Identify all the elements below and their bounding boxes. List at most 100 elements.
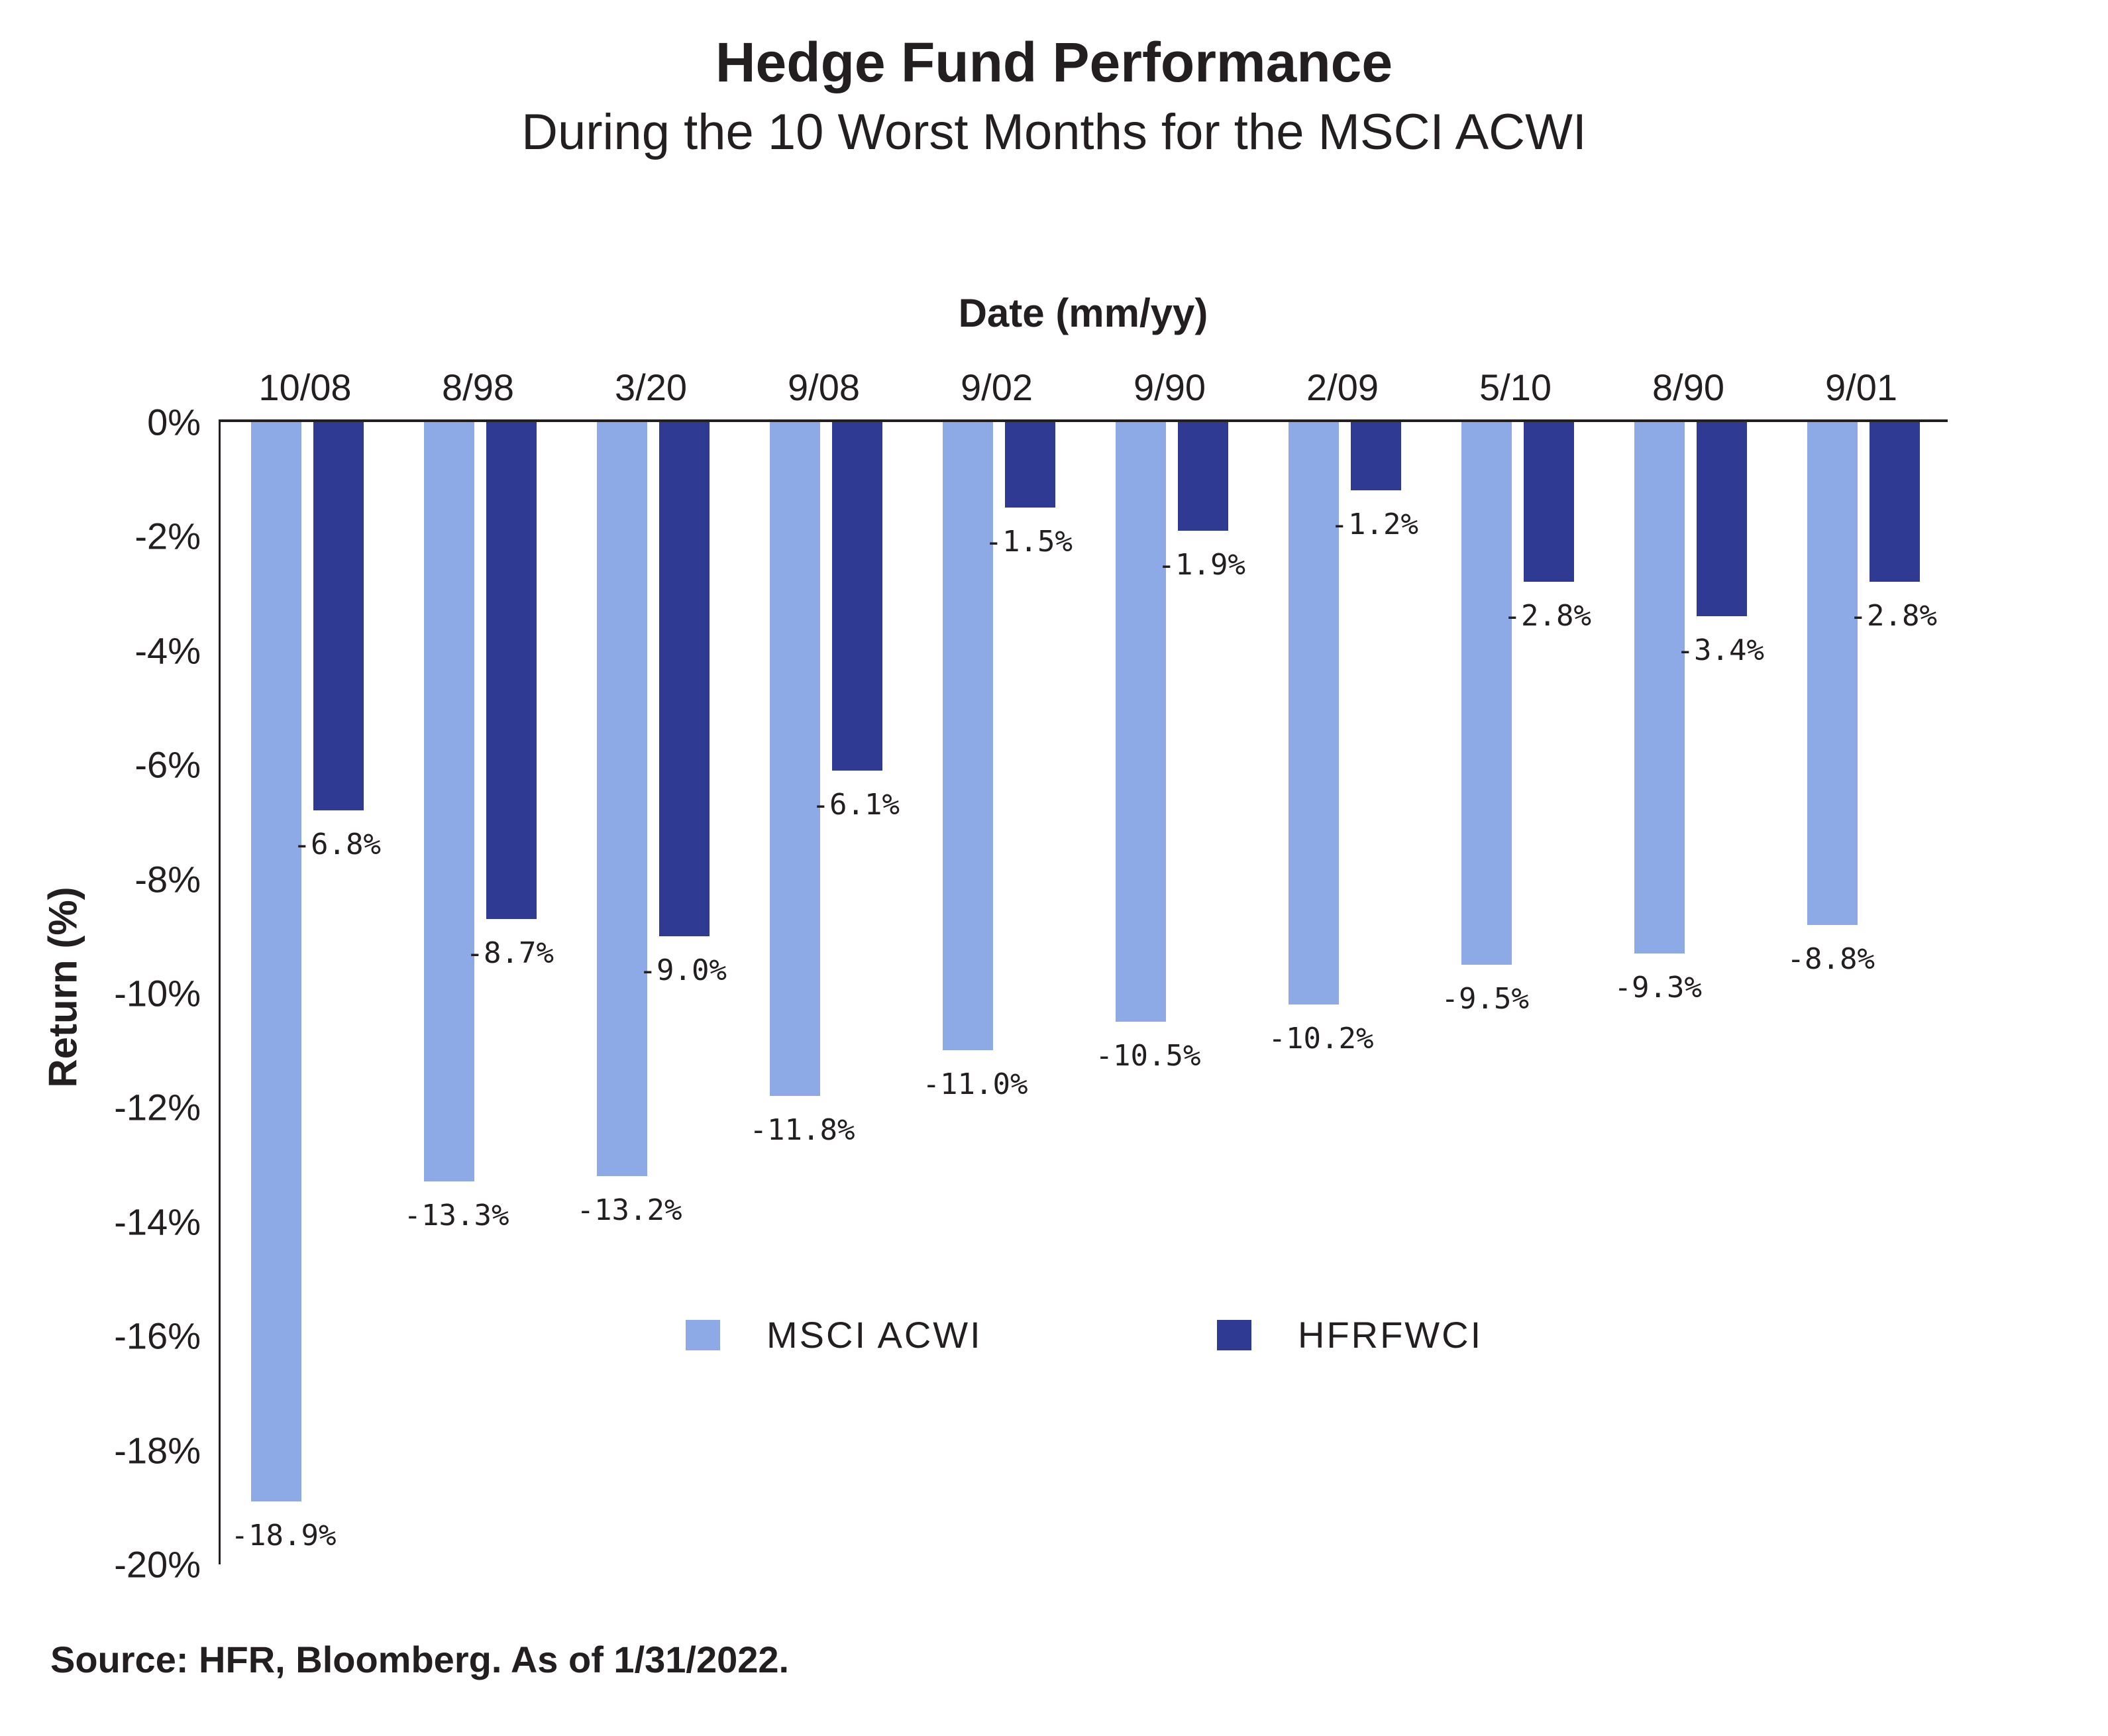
bar-group-2-09: -10.2% -1.2%	[1258, 422, 1431, 1564]
chart-subtitle: During the 10 Worst Months for the MSCI …	[521, 104, 1587, 160]
bar-pair: -10.2% -1.2%	[1269, 422, 1418, 1564]
msci-acwi-bar	[1115, 422, 1166, 1022]
bar-value-label: -2.8%	[1503, 599, 1591, 633]
x-tick-label: 8/98	[442, 366, 514, 408]
msci-acwi-legend-swatch	[686, 1319, 720, 1350]
bar-value-label: -13.3%	[403, 1199, 509, 1232]
x-tick-label: 9/01	[1825, 366, 1897, 408]
bar-value-label: -9.0%	[639, 953, 727, 987]
y-tick-label: -6%	[134, 743, 201, 786]
x-axis-tick-row: 10/08 8/98 3/20 9/08 9/02 9/90 2/09 5/10 8/90 9/0…	[219, 366, 1948, 412]
y-tick-label: -18%	[114, 1429, 201, 1472]
legend-item-hfrfwci: HFRFWCI	[1217, 1313, 1483, 1356]
bar-value-label: -9.3%	[1614, 971, 1702, 1004]
bar-value-label: -6.1%	[812, 788, 900, 822]
source-note: Source: HFR, Bloomberg. As of 1/31/2022.	[50, 1639, 790, 1680]
y-tick-label: 0%	[147, 401, 201, 443]
bar-value-label: -3.4%	[1676, 633, 1764, 667]
bar-slot: -1.2%	[1331, 422, 1418, 1564]
bar-pair: -18.9% -6.8%	[231, 422, 381, 1564]
bar-value-label: -10.2%	[1268, 1022, 1374, 1056]
bar-slot: -1.9%	[1158, 422, 1245, 1564]
bar-group-10-08: -18.9% -6.8%	[221, 422, 394, 1564]
msci-acwi-bar	[596, 422, 647, 1176]
msci-acwi-legend-label: MSCI ACWI	[766, 1314, 982, 1356]
bar-group-9-08: -11.8% -6.1%	[739, 422, 912, 1564]
bar-value-label: -11.8%	[749, 1113, 855, 1147]
hfrfwci-bar	[1696, 422, 1747, 616]
bar-slot: -9.3%	[1614, 422, 1702, 1564]
bar-pair: -11.0% -1.5%	[923, 422, 1073, 1564]
bar-slot: -10.2%	[1269, 422, 1373, 1564]
msci-acwi-bar	[942, 422, 993, 1050]
bar-pair: -10.5% -1.9%	[1096, 422, 1245, 1564]
bar-group-8-90: -9.3% -3.4%	[1604, 422, 1777, 1564]
bar-value-label: -18.9%	[231, 1519, 337, 1552]
bar-slot: -13.2%	[577, 422, 682, 1564]
x-tick-label: 10/08	[258, 366, 352, 408]
bar-groups: -18.9% -6.8% -13.3% -8.7% -13.2% -9.0% -11.8% -…	[221, 422, 1950, 1564]
y-tick-label: -16%	[114, 1315, 201, 1357]
bar-pair: -11.8% -6.1%	[750, 422, 900, 1564]
hfrfwci-legend-swatch	[1217, 1319, 1251, 1350]
msci-acwi-bar	[769, 422, 820, 1096]
bar-group-9-01: -8.8% -2.8%	[1777, 422, 1950, 1564]
x-tick-label: 2/09	[1306, 366, 1379, 408]
x-tick-label: 5/10	[1479, 366, 1552, 408]
hfrfwci-bar	[486, 422, 537, 919]
bar-pair: -13.2% -9.0%	[577, 422, 727, 1564]
hfrfwci-legend-label: HFRFWCI	[1298, 1314, 1483, 1356]
bar-value-label: -9.5%	[1441, 982, 1529, 1016]
y-tick-label: -12%	[114, 1086, 201, 1128]
bar-slot: -2.8%	[1504, 422, 1591, 1564]
y-axis-tick-column: 0% -2% -4% -6% -8% -10% -12% -14% -16% -18% -20%	[0, 402, 201, 1586]
bar-value-label: -11.0%	[922, 1067, 1028, 1101]
chart-title: Hedge Fund Performance	[715, 31, 1393, 93]
legend-item-msci-acwi: MSCI ACWI	[686, 1313, 982, 1356]
bar-group-8-98: -13.3% -8.7%	[394, 422, 566, 1564]
x-axis-title: Date (mm/yy)	[958, 291, 1208, 335]
x-tick-label: 9/02	[961, 366, 1033, 408]
bar-slot: -6.1%	[812, 422, 900, 1564]
bar-slot: -9.0%	[639, 422, 727, 1564]
bar-value-label: -13.2%	[576, 1193, 682, 1227]
bar-value-label: -8.7%	[466, 936, 554, 970]
y-tick-label: -10%	[114, 972, 201, 1014]
msci-acwi-bar	[1461, 422, 1512, 965]
msci-acwi-bar	[250, 422, 301, 1501]
hfrfwci-bar	[1004, 422, 1055, 508]
bar-pair: -9.5% -2.8%	[1442, 422, 1591, 1564]
bar-slot: -11.8%	[750, 422, 855, 1564]
x-tick-label: 8/90	[1652, 366, 1724, 408]
y-axis-title: Return (%)	[40, 887, 85, 1088]
hfrfwci-bar	[1177, 422, 1228, 531]
zero-baseline	[219, 419, 1948, 422]
bar-group-9-02: -11.0% -1.5%	[912, 422, 1085, 1564]
x-tick-label: 9/90	[1133, 366, 1206, 408]
bar-group-5-10: -9.5% -2.8%	[1431, 422, 1604, 1564]
hfrfwci-bar	[313, 422, 364, 810]
bar-slot: -6.8%	[293, 422, 381, 1564]
hfrfwci-bar	[831, 422, 882, 771]
bar-pair: -9.3% -3.4%	[1614, 422, 1764, 1564]
bar-slot: -9.5%	[1442, 422, 1529, 1564]
hfrfwci-bar	[1350, 422, 1401, 490]
y-tick-label: -14%	[114, 1201, 201, 1243]
y-tick-label: -20%	[114, 1543, 201, 1586]
x-tick-label: 9/08	[788, 366, 860, 408]
bar-group-3-20: -13.2% -9.0%	[566, 422, 739, 1564]
msci-acwi-bar	[423, 422, 474, 1181]
bar-value-label: -1.2%	[1330, 508, 1418, 541]
y-tick-label: -8%	[134, 858, 201, 900]
bar-slot: -2.8%	[1850, 422, 1937, 1564]
bar-slot: -10.5%	[1096, 422, 1200, 1564]
msci-acwi-bar	[1288, 422, 1339, 1004]
bar-slot: -18.9%	[231, 422, 336, 1564]
bar-group-9-90: -10.5% -1.9%	[1085, 422, 1258, 1564]
bar-value-label: -1.5%	[984, 525, 1073, 559]
bar-slot: -8.7%	[466, 422, 554, 1564]
plot-area: -18.9% -6.8% -13.3% -8.7% -13.2% -9.0% -11.8% -…	[219, 422, 1950, 1564]
bar-slot: -3.4%	[1677, 422, 1764, 1564]
bar-slot: -11.0%	[923, 422, 1028, 1564]
bar-value-label: -8.8%	[1787, 942, 1875, 976]
